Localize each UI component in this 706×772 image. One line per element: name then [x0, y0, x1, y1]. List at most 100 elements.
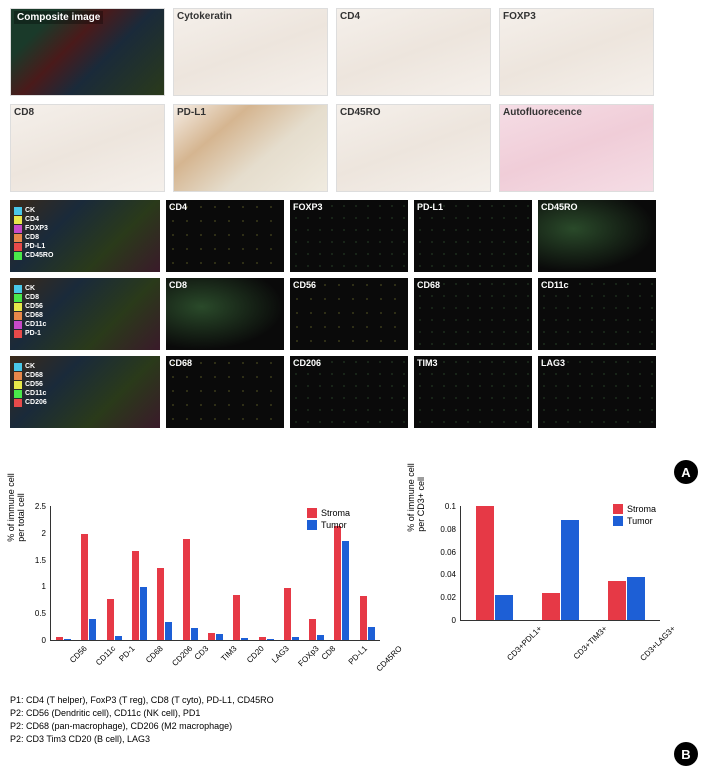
bar-tumor [165, 622, 172, 640]
xlabel: CD20 [245, 644, 266, 665]
panel-notes: P1: CD4 (T helper), FoxP3 (T reg), CD8 (… [10, 694, 690, 746]
legend-swatch [14, 399, 22, 407]
legend-text: CD68 [25, 371, 43, 380]
panel-label: Cytokeratin [177, 11, 232, 22]
note-line: P2: CD56 (Dendritic cell), CD11c (NK cel… [10, 707, 690, 720]
legend-text: FOXP3 [25, 224, 48, 233]
legend-swatch [14, 285, 22, 293]
bar-tumor [495, 595, 513, 620]
legend-text: CK [25, 284, 35, 293]
panel-label: CD8 [169, 280, 187, 290]
legend-tumor-label: Tumor [321, 520, 347, 530]
ytick: 0 [26, 636, 46, 645]
bar-stroma [81, 534, 88, 640]
bar-tumor [317, 635, 324, 640]
bar-stroma [157, 568, 164, 640]
legend-swatch [14, 252, 22, 260]
bar-stroma [132, 551, 139, 641]
chart-legend-left: Stroma Tumor [307, 508, 350, 532]
legend-swatch [14, 216, 22, 224]
histology-panel: CD4 [336, 8, 491, 96]
bar-stroma [56, 637, 63, 640]
bar-stroma [476, 506, 494, 620]
legend-text: CD4 [25, 215, 39, 224]
bar-stroma [542, 593, 560, 620]
legend-swatch [14, 207, 22, 215]
panel-label: CD68 [417, 280, 440, 290]
legend-panel: CKCD4FOXP3CD8PD-L1CD45RO [10, 200, 160, 272]
bar-tumor [368, 627, 375, 640]
xlabel: PD-1 [118, 644, 137, 663]
histology-panel: PD-L1 [173, 104, 328, 192]
ylabel-left: % of immune cellper total cell [6, 473, 26, 542]
fluorescence-panel: CD4 [166, 200, 284, 272]
panel-b: % of immune cellper total cell 00.511.52… [10, 496, 690, 746]
fluorescence-panel: LAG3 [538, 356, 656, 428]
ytick: 0.08 [436, 525, 456, 534]
panel-label: PD-L1 [177, 107, 206, 118]
panel-label: CD206 [293, 358, 321, 368]
legend-swatch [14, 381, 22, 389]
fluorescence-panel: TIM3 [414, 356, 532, 428]
panel-label: PD-L1 [417, 202, 443, 212]
legend-text: PD-1 [25, 329, 41, 338]
panel-label: CD45RO [541, 202, 578, 212]
bar-stroma [360, 596, 367, 640]
panel-label: CD8 [14, 107, 34, 118]
legend-text: CD45RO [25, 251, 53, 260]
legend-swatch [14, 234, 22, 242]
bar-tumor [216, 634, 223, 640]
panel-label: CD4 [169, 202, 187, 212]
note-line: P1: CD4 (T helper), FoxP3 (T reg), CD8 (… [10, 694, 690, 707]
panel-label: FOXP3 [293, 202, 323, 212]
fluorescence-panel: FOXP3 [290, 200, 408, 272]
xlabel: CD3+TIM3+ [571, 624, 608, 661]
bar-stroma [334, 526, 341, 640]
legend-swatch [14, 321, 22, 329]
panel-a: Composite imageCytokeratinCD4FOXP3CD8PD-… [10, 8, 690, 434]
legend-tumor-label: Tumor [627, 516, 653, 526]
note-line: P2: CD3 Tim3 CD20 (B cell), LAG3 [10, 733, 690, 746]
bar-stroma [608, 581, 626, 620]
bar-tumor [267, 639, 274, 640]
legend-stroma-label: Stroma [321, 508, 350, 518]
legend-text: CK [25, 206, 35, 215]
fluorescence-panel: CD68 [166, 356, 284, 428]
panel-label: CD68 [169, 358, 192, 368]
bar-tumor [627, 577, 645, 620]
bar-tumor [561, 520, 579, 620]
legend-stroma-swatch [613, 504, 623, 514]
ytick: 2 [26, 529, 46, 538]
legend-swatch [14, 225, 22, 233]
legend-stroma-swatch [307, 508, 317, 518]
fluorescence-panel: CD206 [290, 356, 408, 428]
legend-swatch [14, 363, 22, 371]
bar-stroma [107, 599, 114, 640]
bar-tumor [64, 639, 71, 640]
ytick: 2.5 [26, 502, 46, 511]
chart-legend-right: Stroma Tumor [613, 504, 656, 528]
xlabel: CD68 [144, 644, 165, 665]
fluorescence-panel: CD45RO [538, 200, 656, 272]
histology-panel: Autofluorecence [499, 104, 654, 192]
legend-swatch [14, 330, 22, 338]
bar-stroma [208, 633, 215, 640]
panel-label: TIM3 [417, 358, 438, 368]
fluorescence-panel: PD-L1 [414, 200, 532, 272]
chart-right: % of immune cellper CD3+ cell 00.020.040… [410, 496, 670, 666]
ytick: 0.02 [436, 593, 456, 602]
note-line: P2: CD68 (pan-macrophage), CD206 (M2 mac… [10, 720, 690, 733]
legend-text: PD-L1 [25, 242, 45, 251]
legend-text: CD11c [25, 320, 46, 329]
panel-label: LAG3 [541, 358, 565, 368]
bar-stroma [259, 637, 266, 640]
fluorescence-panel: CD68 [414, 278, 532, 350]
xlabel: PD-L1 [347, 644, 369, 666]
bar-tumor [292, 637, 299, 640]
histology-panel: FOXP3 [499, 8, 654, 96]
legend-swatch [14, 390, 22, 398]
legend-swatch [14, 372, 22, 380]
fluorescence-panel: CD8 [166, 278, 284, 350]
panel-label: CD4 [340, 11, 360, 22]
bar-tumor [241, 638, 248, 640]
